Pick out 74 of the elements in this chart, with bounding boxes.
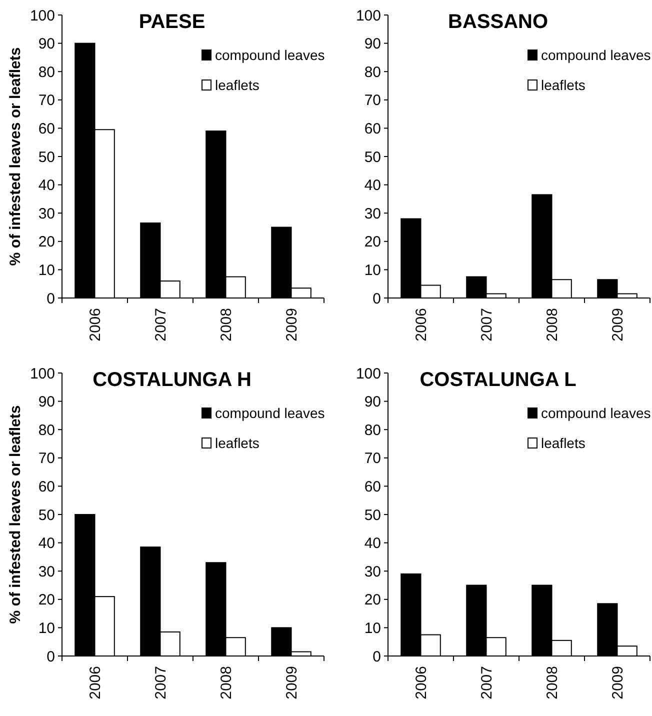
y-tick-label: 20 xyxy=(364,234,381,251)
y-tick-label: 20 xyxy=(38,592,55,609)
legend-label: leaflets xyxy=(541,435,586,451)
y-tick-label: 40 xyxy=(364,177,381,194)
y-tick-label: 90 xyxy=(364,394,381,411)
y-tick-label: 60 xyxy=(364,478,381,496)
x-tick-label: 2009 xyxy=(610,666,626,700)
x-tick-label: 2006 xyxy=(87,308,104,342)
y-tick-label: 50 xyxy=(38,148,55,166)
y-tick-label: 70 xyxy=(364,450,381,468)
chart-title: BASSANO xyxy=(448,11,548,33)
y-tick-label: 80 xyxy=(364,422,381,439)
y-tick-label: 70 xyxy=(38,92,55,110)
y-tick-label: 10 xyxy=(38,620,55,637)
x-tick-label: 2008 xyxy=(218,666,235,700)
y-tick-label: 60 xyxy=(364,120,381,138)
y-tick-label: 80 xyxy=(38,422,55,439)
y-tick-label: 50 xyxy=(364,506,381,524)
y-tick-label: 0 xyxy=(372,648,381,666)
y-tick-label: 30 xyxy=(364,205,381,222)
y-axis-title: % of infested leaves or leaflets xyxy=(7,47,24,266)
y-tick-label: 0 xyxy=(372,290,381,308)
legend-label: compound leaves xyxy=(541,405,651,421)
legend-label: compound leaves xyxy=(215,47,325,63)
x-tick-label: 2008 xyxy=(544,666,561,700)
y-tick-label: 50 xyxy=(364,148,381,166)
x-tick-label: 2006 xyxy=(413,308,430,342)
y-tick-label: 90 xyxy=(364,36,381,53)
x-tick-label: 2007 xyxy=(152,666,170,700)
y-tick-label: 50 xyxy=(38,506,55,524)
y-tick-label: 0 xyxy=(46,648,55,666)
legend-label: compound leaves xyxy=(215,405,325,421)
y-tick-label: 20 xyxy=(38,234,55,251)
x-tick-label: 2006 xyxy=(413,666,430,700)
y-tick-label: 100 xyxy=(356,7,381,24)
y-axis-title: % of infested leaves or leaflets xyxy=(7,405,24,624)
y-tick-label: 40 xyxy=(364,535,381,552)
y-tick-label: 90 xyxy=(38,394,55,411)
y-tick-label: 100 xyxy=(30,7,55,24)
y-tick-label: 30 xyxy=(38,205,55,222)
y-tick-label: 100 xyxy=(30,365,55,382)
y-tick-label: 10 xyxy=(364,262,381,279)
x-tick-label: 2006 xyxy=(87,666,104,700)
x-tick-label: 2009 xyxy=(284,308,300,342)
y-tick-label: 80 xyxy=(38,64,55,81)
y-tick-label: 100 xyxy=(356,365,381,382)
y-tick-label: 30 xyxy=(38,563,55,580)
x-tick-label: 2008 xyxy=(218,308,235,342)
x-tick-label: 2007 xyxy=(478,666,496,700)
y-tick-label: 30 xyxy=(364,563,381,580)
legend-label: leaflets xyxy=(215,77,260,93)
chart-title: PAESE xyxy=(138,11,206,33)
y-tick-label: 70 xyxy=(364,92,381,110)
chart-title: COSTALUNGA L xyxy=(420,369,576,391)
x-tick-label: 2009 xyxy=(610,308,626,342)
y-tick-label: 80 xyxy=(364,64,381,81)
legend-label: leaflets xyxy=(541,77,586,93)
y-tick-label: 10 xyxy=(364,620,381,637)
legend-label: compound leaves xyxy=(541,47,651,63)
y-tick-label: 0 xyxy=(46,290,55,308)
x-tick-label: 2008 xyxy=(544,308,561,342)
y-tick-label: 40 xyxy=(38,177,55,194)
x-tick-label: 2007 xyxy=(478,308,496,342)
y-tick-label: 40 xyxy=(38,535,55,552)
legend-label: leaflets xyxy=(215,435,260,451)
y-tick-label: 20 xyxy=(364,592,381,609)
y-tick-label: 60 xyxy=(38,478,55,496)
x-tick-label: 2007 xyxy=(152,308,170,342)
y-tick-label: 90 xyxy=(38,36,55,53)
x-tick-label: 2009 xyxy=(284,666,300,700)
chart-title: COSTALUNGA H xyxy=(92,369,252,391)
y-tick-label: 10 xyxy=(38,262,55,279)
y-tick-label: 60 xyxy=(38,120,55,138)
y-tick-label: 70 xyxy=(38,450,55,468)
